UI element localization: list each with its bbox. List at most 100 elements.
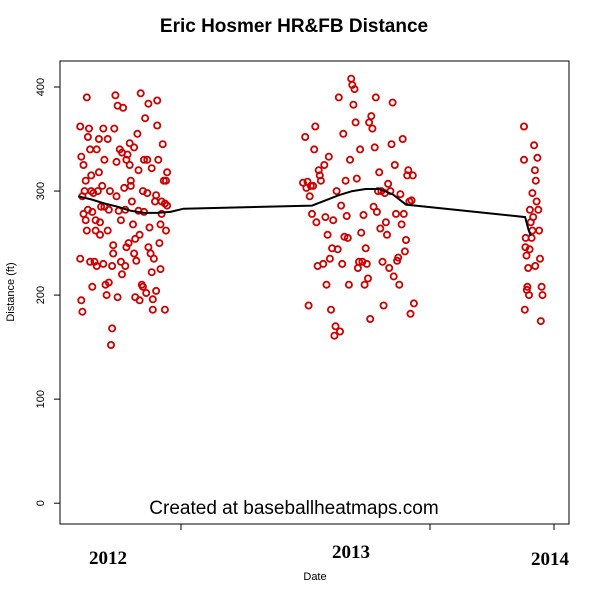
data-point: [304, 301, 313, 310]
y-axis-label: Distance (ft): [5, 262, 17, 321]
data-point: [132, 256, 141, 265]
data-point: [144, 99, 153, 108]
data-point: [403, 171, 412, 180]
data-point: [324, 152, 333, 161]
data-point: [156, 265, 165, 274]
data-point: [83, 205, 92, 214]
data-point: [347, 74, 356, 83]
data-point: [331, 322, 340, 331]
data-point: [147, 164, 156, 173]
data-point: [94, 134, 103, 143]
data-point: [520, 155, 529, 164]
data-point: [154, 155, 163, 164]
data-point: [333, 245, 342, 254]
data-point: [351, 118, 360, 127]
plot-area: [59, 60, 570, 525]
data-point: [92, 261, 101, 270]
data-point: [105, 187, 114, 196]
x-year-label: 2012: [89, 548, 127, 569]
data-point: [537, 282, 546, 291]
data-point: [531, 176, 540, 185]
data-point: [83, 132, 92, 141]
data-point: [108, 324, 117, 333]
data-point: [76, 122, 85, 131]
data-point: [527, 233, 536, 242]
data-point: [102, 291, 111, 300]
x-year-label: 2014: [531, 549, 570, 570]
data-point: [322, 280, 331, 289]
data-point: [520, 122, 529, 131]
data-point: [125, 160, 134, 169]
data-point: [522, 285, 531, 294]
data-point: [113, 293, 122, 302]
data-point: [153, 96, 162, 105]
data-point: [338, 259, 347, 268]
data-point: [118, 148, 127, 157]
data-point: [376, 224, 385, 233]
data-point: [104, 278, 113, 287]
data-point: [79, 209, 88, 218]
data-point: [528, 189, 537, 198]
data-point: [389, 272, 398, 281]
data-point: [334, 93, 343, 102]
data-point: [148, 295, 157, 304]
data-point: [130, 249, 139, 258]
data-point: [335, 327, 344, 336]
data-point: [531, 261, 540, 270]
data-point: [135, 230, 144, 239]
data-point: [387, 140, 396, 149]
data-point: [525, 245, 534, 254]
data-point: [86, 257, 95, 266]
data-point: [388, 98, 397, 107]
data-point: [390, 160, 399, 169]
data-point: [103, 226, 112, 235]
watermark-text: Created at baseballheatmaps.com: [149, 498, 438, 519]
data-point: [311, 122, 320, 131]
data-point: [371, 93, 380, 102]
y-tick-label: 200: [35, 286, 47, 304]
data-point: [88, 282, 97, 291]
data-point: [320, 160, 329, 169]
data-point: [342, 211, 351, 220]
data-point: [112, 192, 121, 201]
data-point: [520, 305, 529, 314]
data-point: [399, 209, 408, 218]
data-point: [321, 213, 330, 222]
data-point: [119, 103, 128, 112]
y-axis: 0 100 200 300 400: [35, 78, 60, 506]
data-point: [91, 226, 100, 235]
data-point: [99, 124, 108, 133]
data-point: [305, 192, 314, 201]
data-point: [357, 228, 366, 237]
data-point: [310, 145, 319, 154]
data-point: [157, 209, 166, 218]
data-point: [536, 317, 545, 326]
x-axis: 2012 2013 2014: [89, 524, 570, 570]
data-point: [99, 259, 108, 268]
data-point: [77, 152, 86, 161]
data-point: [96, 230, 105, 239]
data-point: [107, 340, 116, 349]
data-point: [359, 210, 368, 219]
data-point: [395, 280, 404, 289]
data-point: [356, 145, 365, 154]
data-point: [330, 331, 339, 340]
data-point: [524, 263, 533, 272]
data-point: [530, 141, 539, 150]
data-point: [384, 179, 393, 188]
data-point: [538, 291, 547, 300]
data-point: [315, 171, 324, 180]
data-point: [369, 202, 378, 211]
data-point: [329, 216, 338, 225]
data-point: [362, 259, 371, 268]
data-point: [368, 124, 377, 133]
data-point: [82, 226, 91, 235]
data-point: [109, 241, 118, 250]
data-point: [160, 305, 169, 314]
data-point: [379, 301, 388, 310]
data-point: [313, 261, 322, 270]
data-point: [87, 187, 96, 196]
data-point: [152, 286, 161, 295]
chart-title: Eric Hosmer HR&FB Distance: [160, 16, 428, 37]
